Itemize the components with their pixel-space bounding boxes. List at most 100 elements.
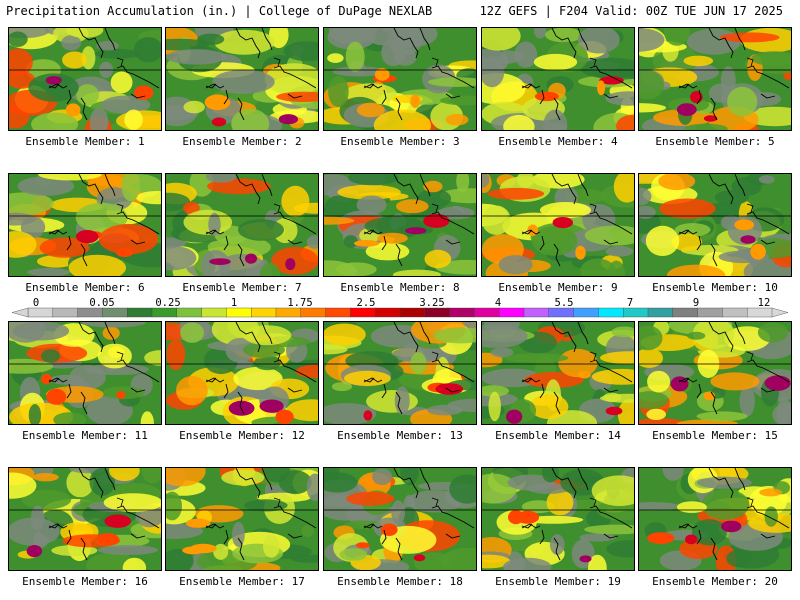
- colorbar-swatch: [672, 307, 699, 318]
- precip-map: [639, 468, 791, 570]
- lake-outline: [48, 497, 124, 529]
- colorbar-swatch: [300, 307, 327, 318]
- colorbar-swatch: [449, 307, 475, 318]
- colorbar-swatch: [747, 307, 773, 318]
- ensemble-member-caption: Ensemble Member: 12: [179, 429, 305, 442]
- ensemble-member-panel: [638, 27, 792, 131]
- colorbar-max-arrow: [771, 307, 789, 318]
- colorbar-tick-label: 4: [494, 297, 502, 309]
- colorbar-tick-label: 0.25: [155, 297, 181, 309]
- lake-outline: [205, 351, 281, 383]
- ensemble-member-caption: Ensemble Member: 10: [652, 281, 778, 294]
- colorbar-swatch: [77, 307, 103, 318]
- ensemble-member-panel: [8, 467, 162, 571]
- colorbar-tick-label: 2.5: [356, 297, 376, 309]
- ensemble-member-panel: [481, 173, 635, 277]
- lake-outline: [205, 57, 281, 89]
- ensemble-member-caption: Ensemble Member: 8: [340, 281, 460, 294]
- colorbar-swatch: [27, 307, 54, 318]
- ensemble-member-caption: Ensemble Member: 13: [337, 429, 463, 442]
- colorbar-tick-label: 12: [757, 297, 771, 309]
- colorbar-swatch: [226, 307, 252, 318]
- lake-outline: [678, 497, 754, 529]
- ensemble-member-panel: [165, 321, 319, 425]
- coastline-outline: [205, 28, 317, 121]
- lake-outline: [363, 203, 439, 235]
- lake-outline: [521, 351, 597, 383]
- ensemble-member-caption: Ensemble Member: 6: [25, 281, 145, 294]
- coastline-outline: [678, 28, 790, 121]
- lake-outline: [363, 351, 439, 383]
- ensemble-member-caption: Ensemble Member: 3: [340, 135, 460, 148]
- precip-map: [9, 28, 161, 130]
- ensemble-member-caption: Ensemble Member: 4: [498, 135, 618, 148]
- colorbar-swatch: [250, 307, 277, 318]
- lake-outline: [363, 57, 439, 89]
- colorbar-swatch: [523, 307, 550, 318]
- coastline-outline: [521, 468, 633, 561]
- lake-outline: [521, 203, 597, 235]
- colorbar-swatch: [623, 307, 649, 318]
- colorbar-swatch: [499, 307, 525, 318]
- colorbar-swatch: [647, 307, 674, 318]
- colorbar-swatch: [201, 307, 227, 318]
- coastline-outline: [363, 322, 475, 415]
- lake-outline: [205, 203, 281, 235]
- colorbar-swatch: [176, 307, 203, 318]
- map-title: Precipitation Accumulation (in.) | Colle…: [6, 4, 433, 18]
- precip-map: [482, 174, 634, 276]
- ensemble-member-caption: Ensemble Member: 7: [182, 281, 302, 294]
- ensemble-member-panel: [638, 467, 792, 571]
- ensemble-member-panel: [481, 467, 635, 571]
- ensemble-member-caption: Ensemble Member: 11: [22, 429, 148, 442]
- precip-map: [324, 28, 476, 130]
- lake-outline: [48, 57, 124, 89]
- coastline-outline: [678, 468, 790, 561]
- coastline-outline: [521, 28, 633, 121]
- precip-map: [166, 322, 318, 424]
- coastline-outline: [205, 174, 317, 267]
- lake-outline: [521, 497, 597, 529]
- precip-map: [166, 468, 318, 570]
- coastline-outline: [678, 322, 790, 415]
- precip-map: [324, 322, 476, 424]
- coastline-outline: [678, 174, 790, 267]
- colorbar-swatch: [697, 307, 723, 318]
- colorbar-tick-label: 0: [32, 297, 40, 309]
- coastline-outline: [363, 28, 475, 121]
- colorbar-min-arrow: [11, 307, 29, 318]
- colorbar-swatch: [275, 307, 302, 318]
- precip-map: [324, 174, 476, 276]
- colorbar-swatch: [350, 307, 376, 318]
- precip-map: [639, 322, 791, 424]
- colorbar-swatch: [325, 307, 351, 318]
- lake-outline: [678, 203, 754, 235]
- ensemble-member-panel: [481, 321, 635, 425]
- colorbar-swatch: [474, 307, 500, 318]
- precip-map: [166, 174, 318, 276]
- coastline-outline: [205, 322, 317, 415]
- ensemble-member-panel: [323, 467, 477, 571]
- coastline-outline: [521, 174, 633, 267]
- colorbar-swatch: [126, 307, 153, 318]
- ensemble-member-panel: [8, 27, 162, 131]
- precip-map: [324, 468, 476, 570]
- ensemble-member-caption: Ensemble Member: 9: [498, 281, 618, 294]
- colorbar-tick-label: 9: [692, 297, 700, 309]
- colorbar-swatch: [722, 307, 748, 318]
- ensemble-member-panel: [165, 467, 319, 571]
- lake-outline: [48, 351, 124, 383]
- ensemble-member-caption: Ensemble Member: 16: [22, 575, 148, 588]
- colorbar-swatch: [102, 307, 128, 318]
- lake-outline: [363, 497, 439, 529]
- ensemble-member-panel: [8, 173, 162, 277]
- ensemble-member-panel: [165, 173, 319, 277]
- lake-outline: [678, 57, 754, 89]
- colorbar-swatch: [424, 307, 451, 318]
- colorbar-swatch: [151, 307, 178, 318]
- precip-map: [639, 28, 791, 130]
- ensemble-member-caption: Ensemble Member: 14: [495, 429, 621, 442]
- colorbar-tick-label: 7: [626, 297, 634, 309]
- precip-map: [166, 28, 318, 130]
- precip-map: [9, 322, 161, 424]
